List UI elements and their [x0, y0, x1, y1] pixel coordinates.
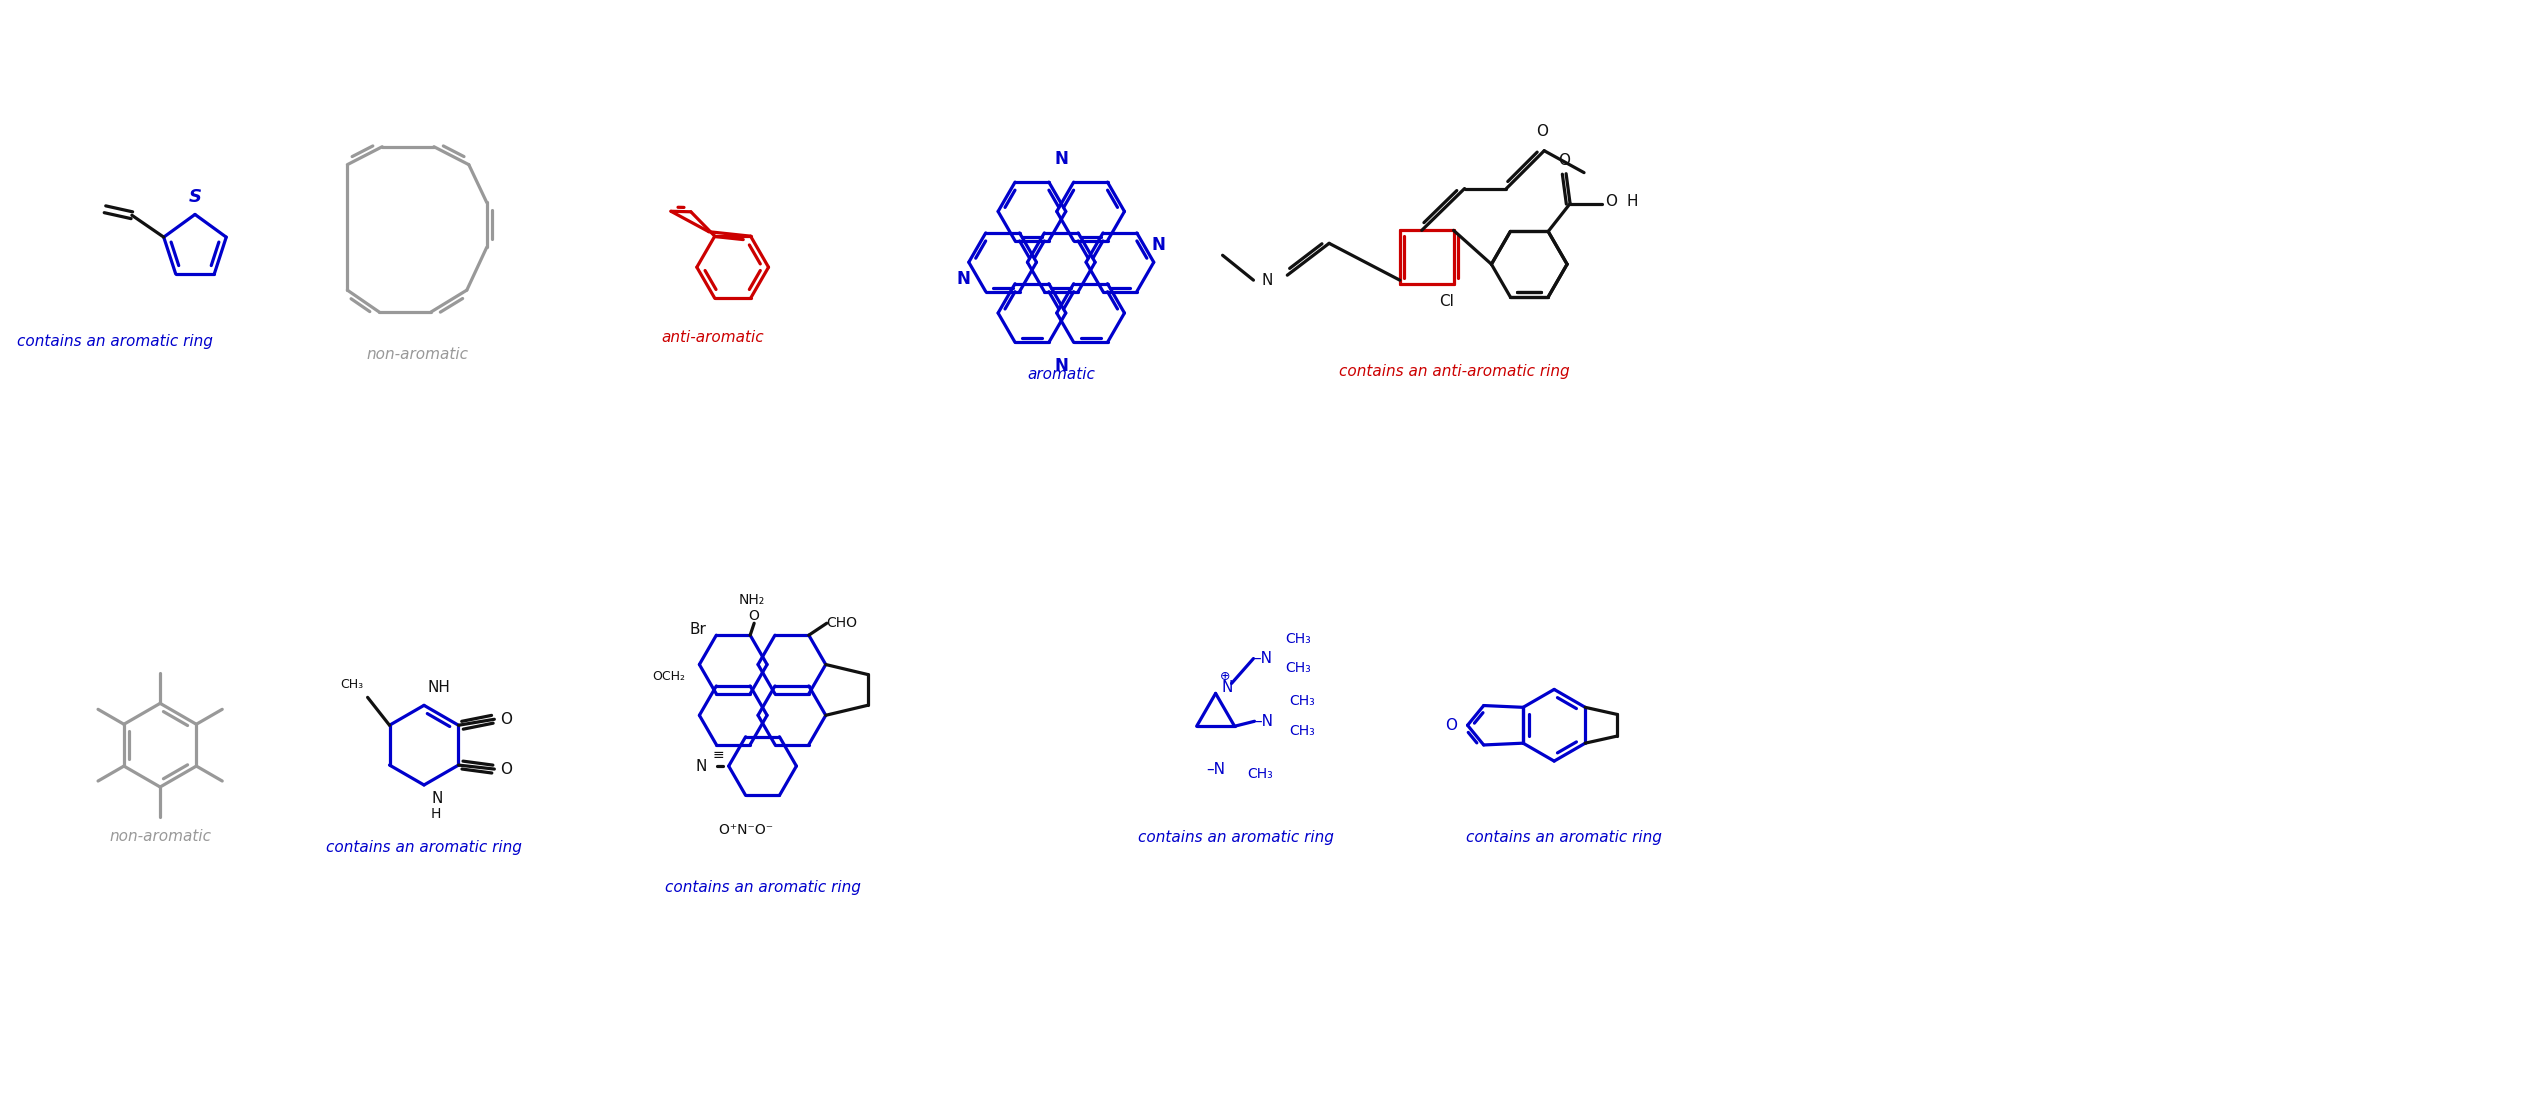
- Text: N: N: [1055, 150, 1068, 167]
- Text: O: O: [1557, 153, 1570, 167]
- Text: O⁺⁠N⁻⁠O⁻: O⁺⁠N⁻⁠O⁻: [719, 824, 772, 837]
- Text: N: N: [1055, 357, 1068, 374]
- Text: N: N: [432, 791, 444, 806]
- Text: NH₂: NH₂: [740, 593, 765, 608]
- Text: contains an aromatic ring: contains an aromatic ring: [326, 840, 522, 854]
- Text: ≡: ≡: [712, 748, 724, 762]
- Text: O: O: [1446, 718, 1456, 733]
- Text: –N: –N: [1206, 762, 1224, 777]
- Text: non-aromatic: non-aromatic: [366, 347, 467, 362]
- Text: N: N: [1262, 273, 1272, 287]
- Text: ⊕: ⊕: [1219, 671, 1232, 684]
- Text: N: N: [697, 759, 707, 774]
- Text: NH: NH: [429, 680, 452, 696]
- Text: CH₃: CH₃: [1247, 767, 1272, 781]
- Text: CH₃: CH₃: [1290, 724, 1315, 739]
- Text: N: N: [957, 270, 972, 288]
- Text: O: O: [750, 609, 760, 623]
- Text: –N: –N: [1254, 713, 1275, 729]
- Text: O: O: [500, 711, 512, 727]
- Text: CH₃: CH₃: [1285, 632, 1310, 645]
- Text: aromatic: aromatic: [1027, 367, 1095, 382]
- Text: N: N: [1151, 237, 1166, 254]
- Text: contains an aromatic ring: contains an aromatic ring: [18, 334, 212, 349]
- Text: N: N: [1222, 680, 1232, 695]
- Text: contains an aromatic ring: contains an aromatic ring: [1466, 830, 1661, 844]
- Text: Cl: Cl: [1439, 294, 1454, 309]
- Text: S: S: [189, 188, 202, 207]
- Text: contains an aromatic ring: contains an aromatic ring: [1138, 830, 1333, 844]
- Text: O: O: [500, 762, 512, 776]
- Text: anti-aromatic: anti-aromatic: [661, 330, 765, 345]
- Text: CH₃: CH₃: [341, 678, 363, 691]
- Text: O: O: [1537, 123, 1547, 139]
- Text: O: O: [1605, 194, 1618, 209]
- Text: CHO: CHO: [828, 617, 858, 630]
- Text: contains an aromatic ring: contains an aromatic ring: [664, 880, 861, 895]
- Text: non-aromatic: non-aromatic: [109, 829, 212, 843]
- Text: Br: Br: [689, 622, 707, 636]
- Text: CH₃: CH₃: [1285, 662, 1310, 676]
- Text: –N: –N: [1254, 651, 1272, 666]
- Text: CH₃: CH₃: [1290, 695, 1315, 708]
- Text: H: H: [1628, 194, 1638, 209]
- Text: contains an anti-aromatic ring: contains an anti-aromatic ring: [1340, 363, 1570, 379]
- Text: H: H: [432, 807, 442, 821]
- Text: OCH₂: OCH₂: [651, 671, 687, 683]
